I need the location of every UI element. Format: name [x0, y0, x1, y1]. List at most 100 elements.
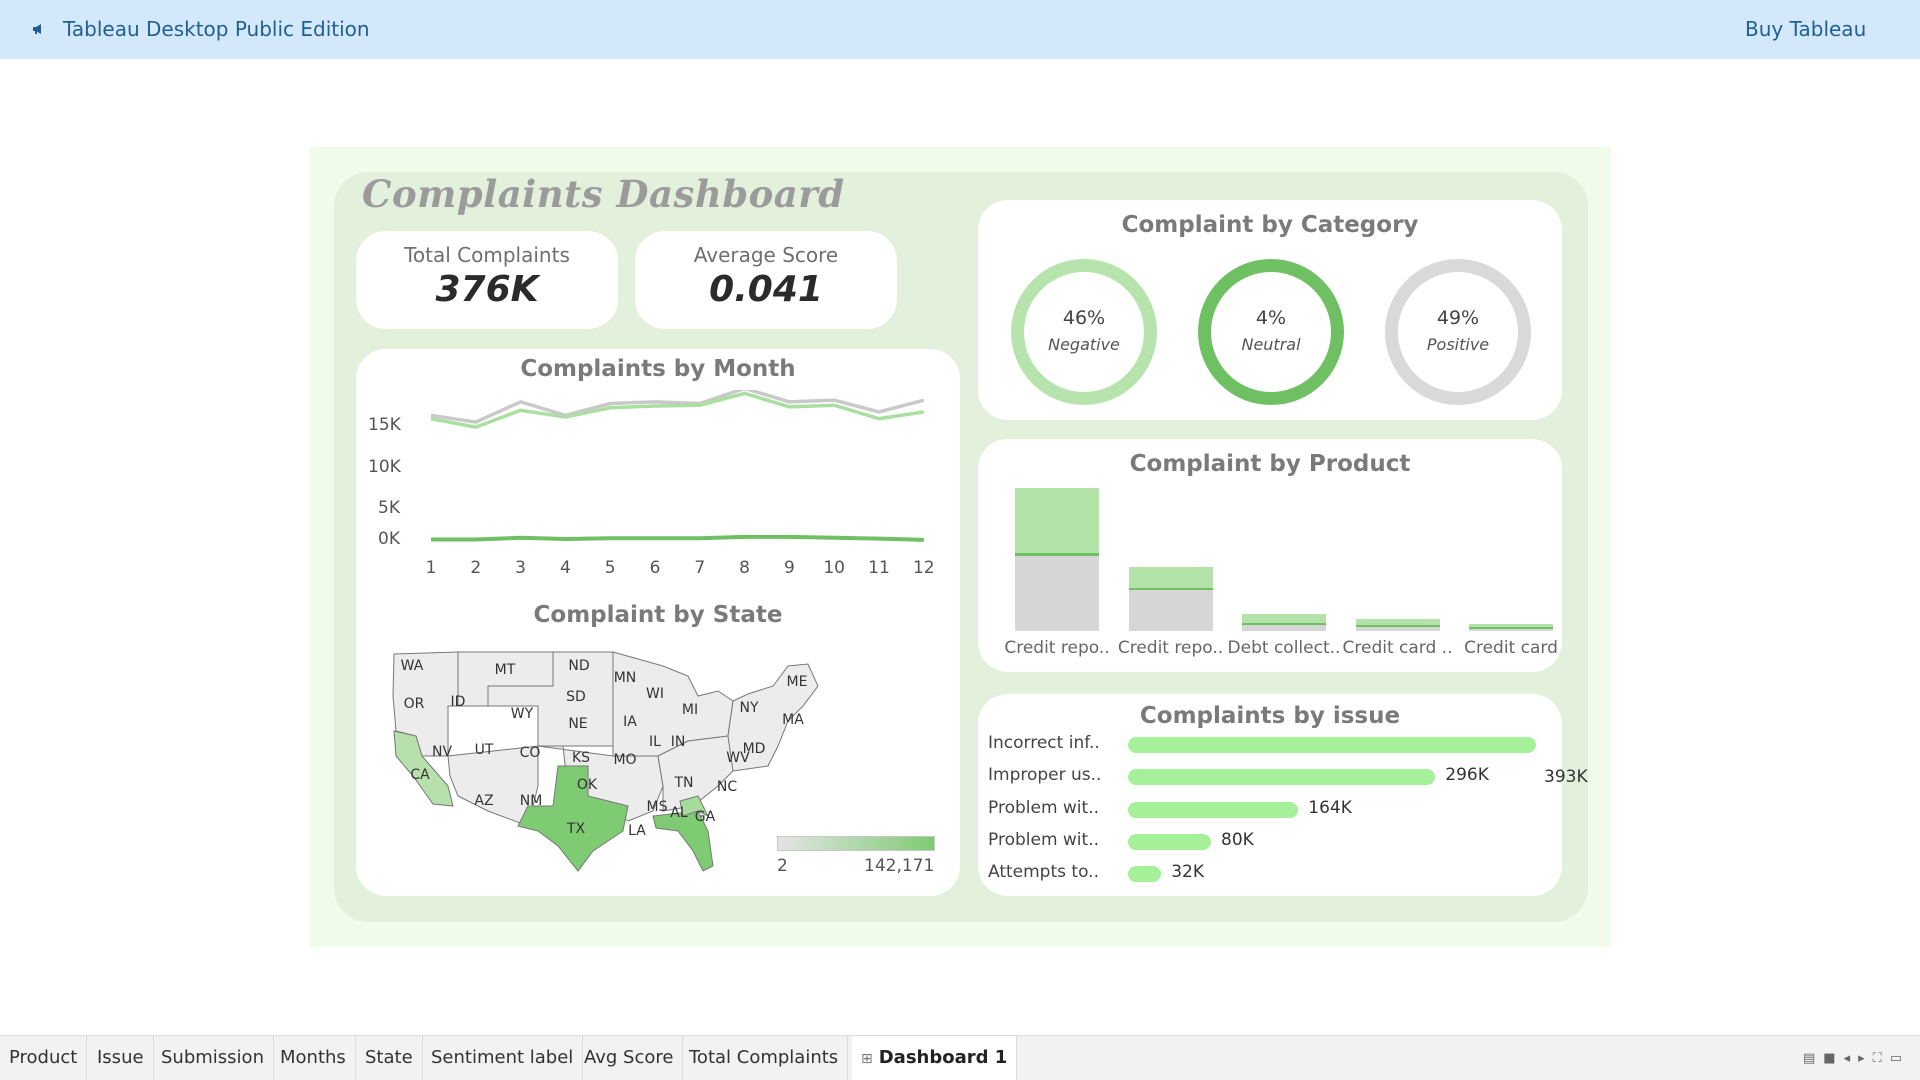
issue-bar[interactable] [1128, 834, 1212, 850]
kpi-label: Average Score [693, 243, 839, 267]
sheet-tab[interactable]: Total Complaints [680, 1036, 849, 1080]
x-tick: 9 [783, 558, 795, 578]
donut-percent: 49% [1436, 307, 1480, 329]
product-bar-segment[interactable] [1015, 488, 1099, 553]
sheet-tab-label: Avg Score [584, 1047, 674, 1068]
state-label: WY [511, 706, 534, 722]
megaphone-icon [33, 24, 41, 34]
product-bar-segment[interactable] [1015, 555, 1099, 631]
sheet-tab-label: State [365, 1047, 413, 1068]
sheet-nav-icons[interactable]: ▤■◂▸⛶▭ [1803, 1051, 1910, 1066]
issue-value-label: 32K [1171, 862, 1204, 882]
issue-value-label: 296K [1445, 765, 1489, 785]
product-bar-segment[interactable] [1355, 619, 1440, 625]
state-label: TX [566, 821, 586, 837]
sheet-tab[interactable]: Avg Score [575, 1036, 684, 1080]
state-label: NV [432, 744, 452, 760]
sheet-tab-label: Total Complaints [689, 1047, 839, 1068]
donut-hole [1024, 272, 1144, 392]
kpi-label: Total Complaints [404, 243, 570, 267]
map-legend-min: 2 [777, 856, 788, 876]
state-label: IN [671, 734, 686, 750]
total-complaints-card[interactable]: Total Complaints 376K [356, 231, 618, 329]
state-label: ID [451, 694, 466, 710]
month-series-line[interactable] [431, 534, 924, 542]
state-label: UT [475, 742, 494, 758]
donut-label: Negative [1048, 335, 1120, 354]
sheet-tab-label: Months [280, 1047, 346, 1068]
sheet-tab[interactable]: Product [0, 1036, 88, 1080]
product-chart-title: Complaint by Product [1129, 451, 1411, 477]
issue-value-label: 164K [1308, 798, 1352, 818]
state-map[interactable]: WA MT ND MN OR ID WY SD WI MI NY ME MA NV UT CO NE IA IL IN… [388, 646, 838, 886]
product-bar-segment[interactable] [1242, 624, 1326, 631]
kpi-value: 376K [435, 269, 539, 310]
y-tick: 5K [378, 498, 400, 518]
state-label: MD [743, 741, 766, 757]
sheet-tab[interactable]: Sentiment label [422, 1036, 584, 1080]
x-tick: 2 [470, 558, 482, 578]
sheet-tab[interactable]: ⊞ Dashboard 1 [852, 1036, 1018, 1080]
sheet-tab[interactable]: Issue [88, 1036, 154, 1080]
issue-bar[interactable] [1128, 802, 1299, 818]
product-bar-segment[interactable] [1469, 626, 1553, 629]
state-label: NY [739, 700, 758, 716]
donut-percent: 46% [1062, 307, 1106, 329]
state-label: OR [404, 696, 425, 712]
month-series-line[interactable] [430, 390, 925, 424]
product-bar-segment[interactable] [1469, 624, 1553, 627]
x-tick: 3 [515, 558, 526, 578]
issue-bar[interactable] [1128, 769, 1436, 785]
state-label: WV [726, 750, 750, 766]
product-bar-segment[interactable] [1128, 587, 1213, 590]
product-bar-segment[interactable] [1469, 628, 1553, 631]
product-category-label: Credit repo.. [1004, 638, 1110, 658]
product-bar-segment[interactable] [1242, 622, 1326, 625]
x-tick: 7 [694, 558, 706, 578]
month-series-line[interactable] [430, 391, 925, 429]
product-bar-segment[interactable] [1355, 624, 1440, 627]
product-category-label: Debt collect.. [1227, 638, 1341, 658]
state-label: IL [649, 734, 661, 750]
dashboard-title: Complaints Dashboard [362, 172, 845, 216]
state-label: NM [520, 793, 543, 809]
state-label: MT [495, 662, 516, 678]
product-bar-segment[interactable] [1128, 567, 1213, 588]
state-label: TN [673, 775, 693, 791]
map-legend-gradient [777, 836, 935, 851]
donut-negative[interactable]: 46% Negative [1011, 259, 1157, 405]
month-line-chart[interactable] [420, 390, 940, 550]
buy-tableau-link[interactable]: Buy Tableau [1745, 17, 1867, 41]
donut-label: Positive [1426, 335, 1490, 354]
state-shape-georgia [679, 795, 710, 818]
dashboard-icon: ⊞ [861, 1051, 873, 1067]
product-bar-segment[interactable] [1128, 589, 1213, 631]
x-tick: 12 [912, 558, 935, 578]
issue-card [978, 694, 1562, 896]
product-bar-segment[interactable] [1355, 626, 1440, 631]
issue-bar[interactable] [1128, 866, 1162, 882]
sheet-tab[interactable]: Submission [152, 1036, 274, 1080]
x-tick: 11 [868, 558, 890, 578]
top-bar: Tableau Desktop Public Edition Buy Table… [0, 0, 1920, 59]
average-score-card[interactable]: Average Score 0.041 [635, 231, 897, 329]
month-state-card [356, 349, 960, 896]
product-bar-segment[interactable] [1242, 613, 1326, 623]
sheet-tab[interactable]: State [356, 1036, 423, 1080]
x-tick: 1 [425, 558, 437, 578]
donut-hole [1398, 272, 1518, 392]
x-tick: 10 [823, 558, 845, 578]
donut-neutral[interactable]: 4% Neutral [1198, 259, 1344, 405]
y-tick: 15K [368, 415, 401, 435]
donut-positive[interactable]: 49% Positive [1385, 259, 1531, 405]
product-bar-segment[interactable] [1015, 552, 1099, 556]
donut-hole [1211, 272, 1331, 392]
state-label: MA [782, 712, 804, 728]
state-label: NE [568, 716, 587, 732]
issue-bar[interactable] [1128, 737, 1536, 753]
y-tick: 0K [378, 529, 400, 549]
state-label: OK [577, 777, 598, 793]
sheet-tab[interactable]: Months [271, 1036, 356, 1080]
product-category-label: Credit repo.. [1117, 638, 1224, 658]
category-card[interactable]: Complaint by Category 46% Negative 4% Ne… [978, 200, 1562, 420]
